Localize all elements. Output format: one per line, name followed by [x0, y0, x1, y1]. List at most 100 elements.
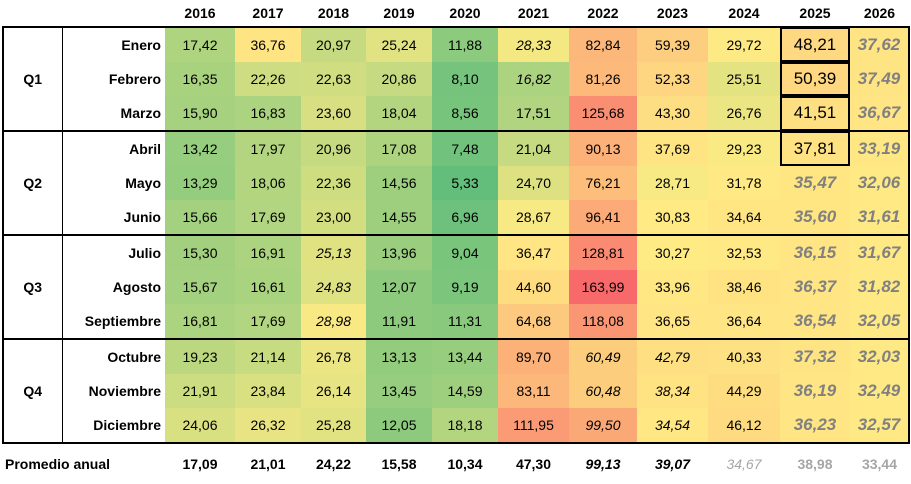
year-header-2024: 2024	[728, 5, 760, 21]
value-cell: 5,33	[432, 166, 498, 200]
year-header-2026: 2026	[863, 5, 896, 21]
value-cell: 23,60	[301, 96, 366, 132]
value-cell: 25,24	[366, 26, 432, 62]
month-label: Marzo	[62, 96, 165, 132]
value-cell: 42,79	[637, 338, 708, 374]
value-cell: 28,67	[498, 200, 569, 236]
value-cell: 99,50	[569, 408, 637, 444]
value-cell: 163,99	[569, 270, 637, 304]
value-cell: 13,45	[366, 374, 432, 408]
value-cell: 52,33	[637, 62, 708, 96]
value-cell: 25,13	[301, 234, 366, 270]
value-cell: 14,56	[366, 166, 432, 200]
value-cell: 41,51	[780, 96, 850, 132]
value-cell: 37,69	[637, 130, 708, 166]
value-cell: 16,35	[165, 62, 235, 96]
month-label: Agosto	[112, 279, 161, 295]
table-row: Mayo 13,29 18,06 22,36 14,56 5,33 24,70 76,21 28…	[3, 166, 910, 200]
value-cell: 9,19	[432, 270, 498, 304]
value-cell: 13,13	[366, 338, 432, 374]
annual-average-2026: 33,44	[861, 456, 898, 472]
value-cell: 30,83	[637, 200, 708, 236]
month-label: Abril	[62, 130, 165, 166]
annual-average-2017: 21,01	[250, 456, 286, 472]
value-cell: 32,57	[850, 408, 910, 444]
annual-average-2021: 47,30	[515, 456, 552, 472]
annual-average-2024: 34,67	[726, 456, 762, 472]
value-cell: 90,13	[569, 130, 637, 166]
year-header-2025: 2025	[799, 5, 831, 21]
value-cell: 13,44	[432, 338, 498, 374]
value-cell: 37,62	[850, 26, 910, 62]
table-row: Agosto 15,67 16,61 24,83 12,07 9,19 44,60 163,9…	[3, 270, 910, 304]
month-label: Enero	[62, 26, 165, 62]
annual-average-2016: 17,09	[182, 456, 218, 472]
quarter-label: Q3	[2, 234, 63, 340]
annual-average-2019: 15,58	[381, 456, 417, 472]
value-cell: 20,86	[366, 62, 432, 96]
value-cell: 37,32	[780, 338, 850, 374]
corner-blank	[62, 0, 165, 27]
value-cell: 24,83	[301, 270, 366, 304]
value-cell: 81,26	[569, 62, 637, 96]
value-cell: 36,47	[498, 234, 569, 270]
value-cell: 9,04	[432, 234, 498, 270]
value-cell: 26,76	[708, 96, 780, 132]
value-cell: 36,19	[780, 374, 850, 408]
value-cell: 17,08	[366, 130, 432, 166]
value-cell: 36,76	[235, 26, 301, 62]
value-cell: 36,64	[708, 304, 780, 340]
value-cell: 36,23	[780, 408, 850, 444]
value-cell: 44,29	[708, 374, 780, 408]
value-cell: 48,21	[780, 26, 850, 62]
annual-average-row: Promedio anual 17,09 21,01 24,22 15,58 10,34…	[3, 443, 909, 484]
value-cell: 15,30	[165, 234, 235, 270]
table-row: Marzo 15,90 16,83 23,60 18,04 8,56 17,51 125,68…	[3, 96, 910, 132]
annual-average-label: Promedio anual	[5, 456, 111, 472]
annual-average-2023: 39,07	[654, 456, 691, 472]
month-label: Junio	[62, 200, 165, 236]
value-cell: 21,04	[498, 130, 569, 166]
value-cell: 46,12	[708, 408, 780, 444]
annual-average-2020: 10,34	[447, 456, 483, 472]
value-cell: 35,47	[780, 166, 850, 200]
value-cell: 118,08	[569, 304, 637, 340]
value-cell: 31,67	[850, 234, 910, 270]
value-cell: 30,27	[637, 234, 708, 270]
value-cell: 14,55	[366, 200, 432, 236]
value-cell: 37,49	[850, 62, 910, 96]
value-cell: 17,69	[235, 200, 301, 236]
year-header-2016: 2016	[184, 5, 216, 21]
month-label: Mayo	[125, 175, 161, 191]
value-cell: 20,97	[301, 26, 366, 62]
month-label: Noviembre	[88, 383, 161, 399]
value-cell: 6,96	[432, 200, 498, 236]
value-cell: 36,67	[850, 96, 910, 132]
year-header-2021: 2021	[517, 5, 550, 21]
value-cell: 29,23	[708, 130, 780, 166]
value-cell: 17,97	[235, 130, 301, 166]
value-cell: 60,49	[569, 338, 637, 374]
table-row: Febrero 16,35 22,26 22,63 20,86 8,10 16,82 81,2…	[3, 62, 910, 96]
value-cell: 8,10	[432, 62, 498, 96]
value-cell: 82,84	[569, 26, 637, 62]
value-cell: 16,91	[235, 234, 301, 270]
annual-average-2022: 99,13	[585, 456, 621, 472]
table-row: Noviembre 21,91 23,84 26,14 13,45 14,59 83,11 6…	[3, 374, 910, 408]
value-cell: 38,34	[637, 374, 708, 408]
value-cell: 20,96	[301, 130, 366, 166]
value-cell: 18,06	[235, 166, 301, 200]
value-cell: 22,26	[235, 62, 301, 96]
value-cell: 34,54	[637, 408, 708, 444]
value-cell: 32,03	[850, 338, 910, 374]
year-header-row: 2016 2017 2018 2019 2020 2021 2022 2023 2024 2025…	[3, 0, 909, 27]
value-cell: 43,30	[637, 96, 708, 132]
value-cell: 28,71	[637, 166, 708, 200]
value-cell: 36,37	[780, 270, 850, 304]
value-cell: 12,07	[366, 270, 432, 304]
value-cell: 89,70	[498, 338, 569, 374]
value-cell: 11,31	[432, 304, 498, 340]
value-cell: 25,28	[301, 408, 366, 444]
value-cell: 31,61	[850, 200, 910, 236]
quarter-label: Q4	[2, 338, 63, 444]
